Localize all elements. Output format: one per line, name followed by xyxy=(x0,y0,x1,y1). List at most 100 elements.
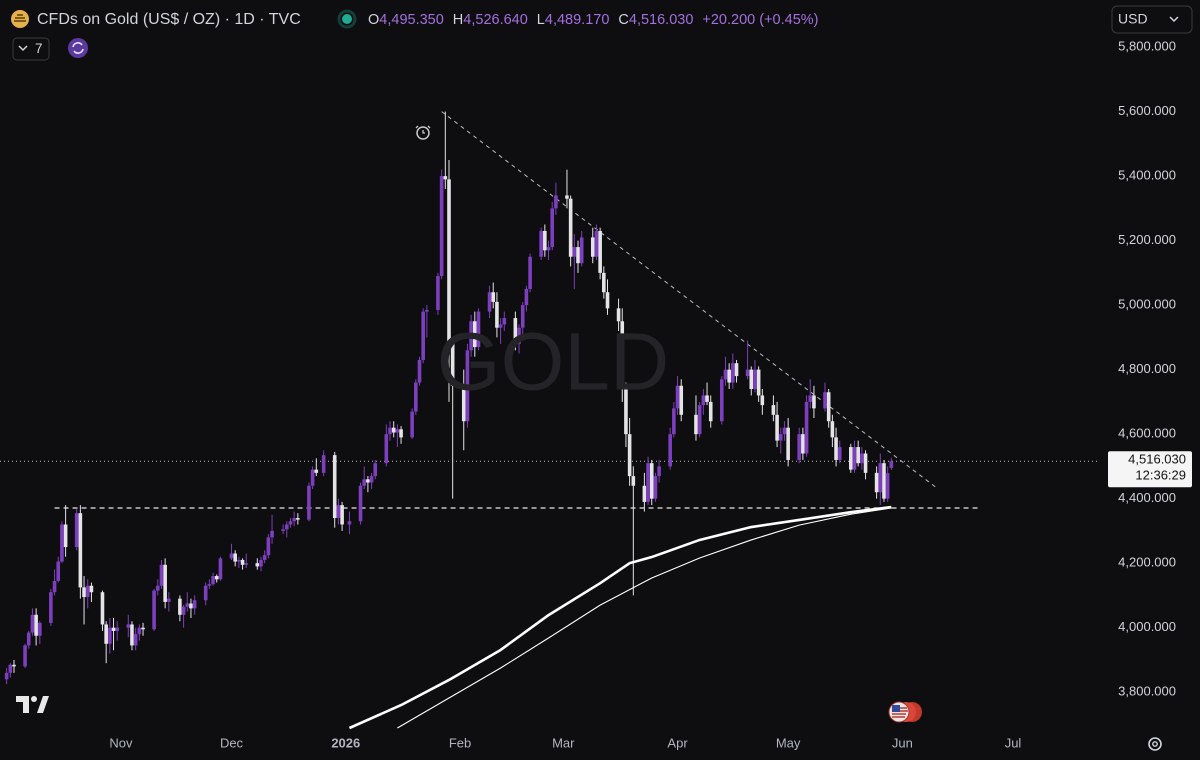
sync-button[interactable] xyxy=(68,38,88,58)
candle-body xyxy=(115,627,120,631)
candle-body xyxy=(447,179,451,344)
candle-body xyxy=(756,369,761,396)
candle-body xyxy=(237,559,241,562)
candle-body xyxy=(30,614,35,633)
candle-body xyxy=(520,305,525,328)
candle-body xyxy=(657,466,661,477)
candle-body xyxy=(439,176,444,277)
candle-body xyxy=(23,645,27,667)
candle-body xyxy=(590,237,595,257)
watermark: GOLD xyxy=(437,317,669,408)
candle-body xyxy=(399,429,403,438)
settings-button[interactable] xyxy=(1148,737,1162,751)
candle-body xyxy=(60,524,64,562)
candle-body xyxy=(517,327,521,344)
candle-body xyxy=(771,405,776,415)
candle-body xyxy=(450,343,455,386)
candle-body xyxy=(878,463,883,493)
chevron xyxy=(18,45,28,52)
candle-body xyxy=(178,598,182,615)
candle-body xyxy=(778,434,783,441)
candle-body xyxy=(417,359,422,383)
candle-body xyxy=(697,405,702,435)
sync-icon xyxy=(72,42,84,54)
candle-body xyxy=(82,587,86,598)
candle-body xyxy=(837,447,842,460)
last-price-box xyxy=(1108,451,1192,488)
candle-body xyxy=(391,427,396,433)
candle-body xyxy=(723,369,728,380)
candle-body xyxy=(167,598,171,602)
candle-body xyxy=(181,606,186,615)
candle-body xyxy=(185,603,190,607)
candle-body xyxy=(296,518,300,520)
candle-body xyxy=(259,559,263,567)
candle-body xyxy=(461,385,466,422)
ohlc-value: 4,489.170 xyxy=(545,12,610,28)
candle-body xyxy=(701,395,706,406)
candle-body xyxy=(314,469,319,473)
candle-body xyxy=(852,447,857,470)
symbol-icon-detail xyxy=(14,14,26,22)
overlay-layer xyxy=(348,505,892,730)
candle-body xyxy=(653,476,658,499)
countdown: 12:36:29 xyxy=(1135,468,1186,483)
flag-detail xyxy=(892,707,908,718)
candle-body xyxy=(572,247,577,257)
candle-body xyxy=(860,453,864,464)
x-tick-label: Nov xyxy=(109,735,133,750)
candle-body xyxy=(797,434,801,460)
candle-body xyxy=(369,476,374,483)
y-tick-label: 5,400.000 xyxy=(1118,168,1176,183)
candle-body xyxy=(78,513,83,588)
candle-body xyxy=(152,590,156,630)
candle-body xyxy=(141,627,145,630)
candle-body xyxy=(731,363,735,383)
indicator-count: 7 xyxy=(35,41,43,56)
candle-body xyxy=(366,479,370,483)
candle-body xyxy=(26,632,31,646)
change: +20.200 (+0.45%) xyxy=(702,12,818,28)
candle-body xyxy=(576,247,580,264)
y-tick-label: 5,200.000 xyxy=(1118,232,1176,247)
candle-body xyxy=(155,585,160,591)
symbol-title: CFDs on Gold (US$ / OZ) · 1D · TVC xyxy=(37,11,301,28)
candle-body xyxy=(672,408,676,435)
candle-body xyxy=(133,634,138,646)
indicator-toggle[interactable] xyxy=(12,37,50,61)
x-tick-label: Apr xyxy=(667,735,688,750)
candle-body xyxy=(137,627,142,635)
candle-body xyxy=(130,624,134,646)
candle-body xyxy=(627,434,632,477)
candle-body xyxy=(487,292,492,312)
candle-body xyxy=(749,369,754,389)
candle-body xyxy=(734,363,739,377)
candle-body xyxy=(74,513,79,548)
candle-body xyxy=(284,524,289,530)
candle-body xyxy=(885,473,890,499)
settings-icon xyxy=(1152,741,1158,747)
candle-body xyxy=(49,592,53,623)
candle-body xyxy=(801,434,805,454)
candle-body xyxy=(528,256,532,290)
candle-body xyxy=(579,237,584,264)
currency-select[interactable] xyxy=(1111,5,1193,34)
candle-body xyxy=(388,427,392,435)
candle-body xyxy=(321,455,326,473)
candle-body xyxy=(414,382,418,412)
candle-body xyxy=(550,208,555,248)
candle-body xyxy=(244,563,249,565)
candle-body xyxy=(775,414,779,441)
candle-body xyxy=(108,627,112,644)
candle-body xyxy=(889,461,894,468)
ohlc-key: H xyxy=(453,12,463,28)
candle-body xyxy=(642,485,647,502)
market-status-ring xyxy=(337,9,357,29)
alert-icon[interactable] xyxy=(416,126,430,140)
ohlc-key: L xyxy=(537,12,545,28)
candle-body xyxy=(211,576,215,585)
candle-body xyxy=(782,427,787,435)
candle-body xyxy=(719,379,724,422)
x-tick-label: May xyxy=(776,735,801,750)
